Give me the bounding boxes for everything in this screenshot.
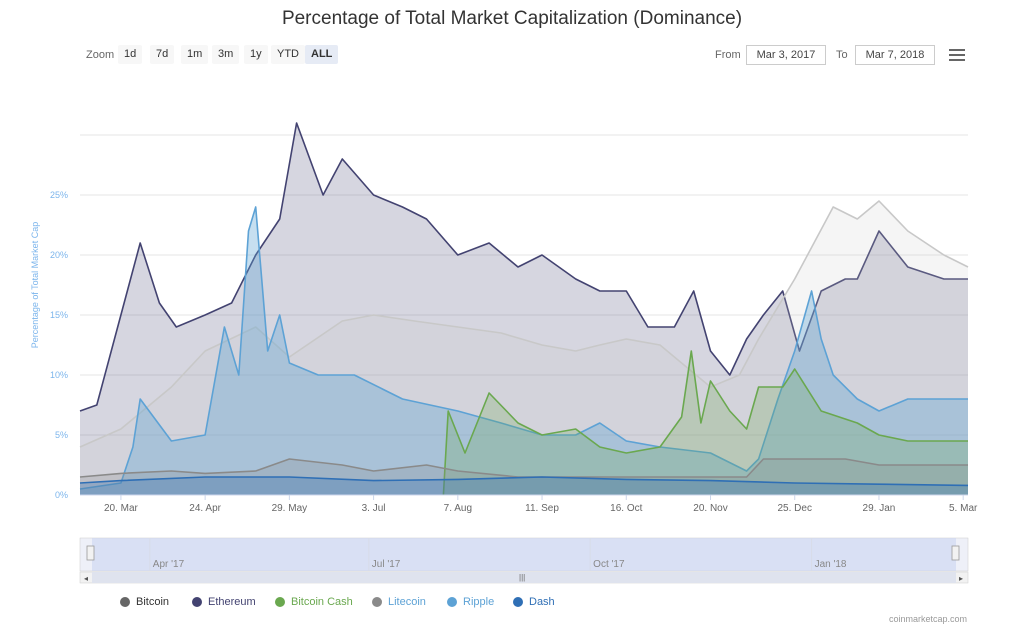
x-tick-label: 3. Jul	[362, 503, 386, 514]
zoom-1y-button[interactable]: 1y	[244, 45, 268, 64]
legend-ripple-label: Ripple	[463, 596, 495, 608]
zoom-all-button[interactable]: ALL	[305, 45, 339, 64]
x-tick-label: 20. Mar	[104, 503, 139, 514]
series-ripple-area	[80, 207, 968, 495]
hamburger-menu-icon[interactable]	[949, 49, 965, 63]
navigator[interactable]: Apr '17 Jul '17 Oct '17 Jan '18 ◂ ▸ |||	[79, 537, 969, 584]
y-tick-label: 20%	[50, 250, 68, 260]
scrollbar-thumb[interactable]	[92, 572, 956, 583]
scrollbar-grip-icon[interactable]: |||	[519, 573, 525, 582]
x-tick-label: 24. Apr	[189, 503, 221, 514]
legend-litecoin[interactable]: Litecoin	[372, 596, 426, 608]
legend-ethereum-dot-icon	[192, 597, 202, 607]
x-tick-label: 20. Nov	[693, 503, 727, 514]
series-ethereum-line	[79, 122, 968, 412]
legend-bitcoin[interactable]: Bitcoin	[120, 596, 169, 608]
legend-ripple[interactable]: Ripple	[447, 596, 494, 608]
to-label: To	[836, 49, 848, 61]
legend-bitcoin-label: Bitcoin	[136, 596, 170, 608]
from-date-input[interactable]: Mar 3, 2017	[746, 45, 826, 65]
legend-litecoin-label: Litecoin	[388, 596, 426, 608]
series-bitcoin-cash-line	[442, 350, 968, 496]
y-axis-label: Percentage of Total Market Cap	[30, 222, 40, 348]
legend-litecoin-dot-icon	[372, 597, 382, 607]
legend-bitcoin-cash-label: Bitcoin Cash	[291, 596, 353, 608]
series-dash-area	[80, 477, 968, 495]
y-tick-label: 15%	[50, 310, 68, 320]
scroll-right-arrow-icon[interactable]: ▸	[959, 574, 963, 583]
zoom-label: Zoom	[86, 49, 115, 61]
series-bitcoin-area	[80, 201, 968, 495]
chart-title: Percentage of Total Market Capitalizatio…	[281, 8, 743, 29]
x-axis: 20. Mar 24. Apr 29. May 3. Jul 7. Aug 11. Sep…	[80, 494, 978, 514]
legend-ripple-dot-icon	[447, 597, 457, 607]
navigator-left-handle[interactable]	[86, 545, 95, 561]
navigator-tick-label: Jan '18	[815, 559, 847, 570]
x-tick-label: 16. Oct	[610, 503, 642, 514]
x-tick-label: 5. Mar	[949, 503, 978, 514]
from-label: From	[715, 49, 741, 61]
x-tick-label: 29. May	[272, 503, 308, 514]
legend-ethereum-label: Ethereum	[208, 596, 256, 608]
to-date-input[interactable]: Mar 7, 2018	[855, 45, 935, 65]
y-axis: 0% 5% 10% 15% 20% 25%	[50, 190, 68, 500]
legend-bitcoin-dot-icon	[120, 597, 130, 607]
x-tick-label: 11. Sep	[525, 503, 559, 514]
series-ripple-line	[79, 206, 968, 490]
y-tick-label: 0%	[55, 490, 68, 500]
legend-dash-dot-icon	[513, 597, 523, 607]
y-tick-label: 25%	[50, 190, 68, 200]
credits-link[interactable]: coinmarketcap.com	[888, 614, 967, 624]
series-dash-line	[79, 476, 969, 487]
zoom-7d-button[interactable]: 7d	[150, 45, 175, 64]
x-tick-label: 29. Jan	[863, 503, 896, 514]
scroll-left-arrow-icon[interactable]: ◂	[84, 574, 88, 583]
zoom-1m-button[interactable]: 1m	[181, 45, 209, 64]
legend-dash-label: Dash	[529, 596, 555, 608]
legend-dash[interactable]: Dash	[513, 596, 555, 608]
x-tick-label: 7. Aug	[444, 503, 472, 514]
zoom-3m-button[interactable]: 3m	[212, 45, 240, 64]
x-tick-label: 25. Dec	[777, 503, 811, 514]
y-tick-label: 10%	[50, 370, 68, 380]
y-tick-label: 5%	[55, 430, 68, 440]
navigator-right-handle[interactable]	[951, 545, 960, 561]
series-ethereum-area	[80, 123, 968, 495]
zoom-ytd-button[interactable]: YTD	[271, 45, 305, 64]
zoom-1d-button[interactable]: 1d	[118, 45, 143, 64]
navigator-tick-label: Apr '17	[153, 559, 185, 570]
legend-bitcoin-cash[interactable]: Bitcoin Cash	[275, 596, 353, 608]
navigator-tick-label: Jul '17	[372, 559, 401, 570]
legend-bitcoin-cash-dot-icon	[275, 597, 285, 607]
legend-ethereum[interactable]: Ethereum	[192, 596, 256, 608]
navigator-tick-label: Oct '17	[593, 559, 625, 570]
series-layer	[79, 122, 969, 496]
